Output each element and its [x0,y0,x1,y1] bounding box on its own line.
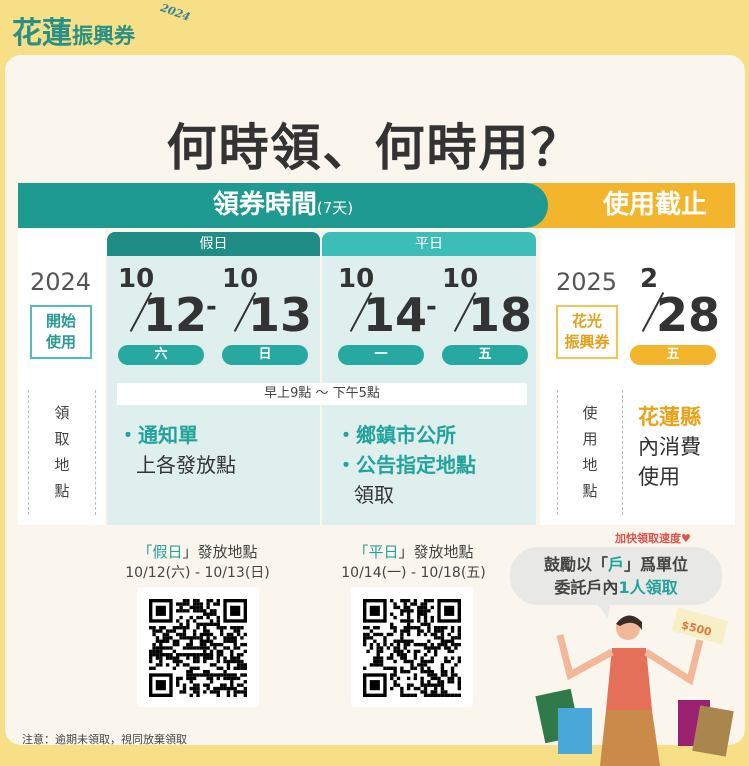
weekday-pill: 日 [222,345,308,365]
hours-bar: 早上9點 ～ 下午5點 [117,383,527,405]
date-day: 18 [468,288,533,342]
date-dash: - [426,292,437,322]
date-day: 13 [248,288,313,342]
date-month: 10 [222,264,259,294]
weekday-pill: 六 [118,345,204,365]
divider [28,390,29,515]
date-month: 10 [118,264,155,294]
date-month: 10 [442,264,479,294]
weekday-header: 平日 [322,232,536,256]
speech-bubble: 鼓勵以「戶」爲單位 委託戶內1人領取 [510,547,722,605]
holiday-places: ・通知單 上各發放點 [118,423,236,477]
holiday-header: 假日 [107,232,320,256]
weekday-pill: 一 [338,345,424,365]
right-column [540,228,735,525]
date-day: 28 [656,288,721,342]
qr-code-holiday[interactable] [137,587,259,707]
date-day: 14 [363,288,428,342]
qr-code-weekday[interactable] [351,587,473,707]
deadline-banner: 使用截止 [530,183,735,228]
note: 注意：逾期未領取，視同放棄領取 [22,733,187,746]
claim-place-label: 領取地點 [54,404,70,500]
deadline-year: 2025 [556,268,618,296]
claim-banner: 領券時間(7天) [18,183,548,228]
weekday-pill: 五 [442,345,528,365]
date-month: 10 [338,264,375,294]
shopper-illustration: $500 [535,605,734,766]
date-day: 12 [143,288,208,342]
left-column [18,228,105,525]
use-place-label: 使用地點 [582,404,598,500]
date-month: 2 [640,264,659,294]
use-place: 花蓮縣 內消費 使用 [638,405,701,489]
qr-label-holiday: 「假日」發放地點 10/12(六) - 10/13(日) [125,543,270,581]
speed-tip: 加快領取速度♥ [615,532,691,545]
page-title: 何時領、何時用？ [166,119,583,177]
logo: 花蓮振興券 2024 [12,1,192,51]
date-dash: - [206,292,217,322]
spend-label: 花光 振興券 [556,305,618,359]
weekday-places: ・鄉鎮市公所 ・公告指定地點 領取 [336,423,476,507]
divider [622,390,623,515]
start-year: 2024 [30,268,92,296]
divider [95,390,96,515]
qr-label-weekday: 「平日」發放地點 10/14(一) - 10/18(五) [341,543,486,581]
weekday-pill: 五 [630,345,716,365]
start-label: 開始 使用 [30,305,92,359]
divider [557,390,558,515]
